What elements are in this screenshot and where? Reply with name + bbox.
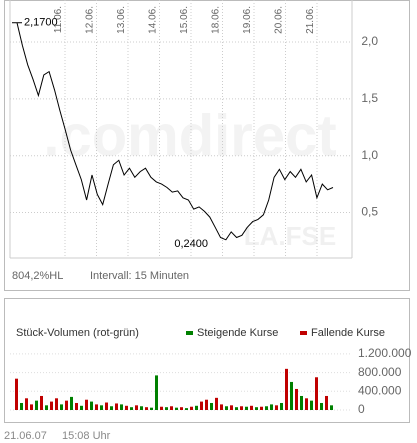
volume-bar	[175, 407, 178, 410]
x-tick-label: 12.06.	[85, 6, 96, 34]
x-tick-label: 18.06.	[211, 6, 222, 34]
volume-bar	[135, 405, 138, 410]
x-tick-label: 20.06.	[274, 6, 285, 34]
volume-bar	[325, 395, 328, 410]
volume-bar	[215, 397, 218, 410]
annotation: 0,2400	[174, 238, 208, 250]
volume-bar	[40, 395, 43, 410]
volume-bar	[320, 402, 323, 410]
volume-bar	[55, 398, 58, 410]
volume-bar	[285, 368, 288, 410]
y-tick-label: 0,5	[361, 205, 378, 219]
volume-bar	[115, 403, 118, 410]
volume-bar	[65, 400, 68, 410]
volume-bar	[195, 405, 198, 410]
volume-bar	[235, 407, 238, 410]
volume-bar	[110, 406, 113, 410]
volume-bar	[260, 406, 263, 410]
volume-bar	[310, 400, 313, 410]
volume-title: Stück-Volumen (rot-grün)	[16, 327, 139, 339]
volume-bar	[330, 405, 333, 410]
volume-bar	[300, 395, 303, 410]
volume-bar	[185, 408, 188, 410]
volume-bar	[90, 401, 93, 410]
volume-bar	[305, 398, 308, 410]
watermark: .comdirect	[43, 103, 336, 168]
y-tick-label: 1,0	[361, 148, 378, 162]
annotation: 2,1700	[24, 17, 58, 29]
volume-bar	[80, 405, 83, 410]
volume-bar	[130, 407, 133, 410]
legend-swatch	[186, 331, 193, 335]
volume-bar	[15, 378, 18, 410]
volume-bar	[315, 377, 318, 410]
volume-bar	[145, 407, 148, 410]
volume-panel	[4, 298, 410, 423]
x-tick-label: 13.06.	[116, 6, 127, 34]
y-tick-label: 400.000	[358, 383, 402, 397]
volume-bar	[280, 402, 283, 410]
volume-bar	[150, 407, 153, 410]
volume-bar	[75, 402, 78, 410]
volume-bar	[245, 406, 248, 410]
volume-bar	[105, 402, 108, 410]
legend-label: Steigende Kurse	[197, 327, 278, 339]
volume-bar	[230, 405, 233, 410]
volume-bar	[240, 406, 243, 410]
x-tick-label: 11.06.	[53, 6, 64, 33]
volume-bar	[155, 375, 158, 410]
volume-bar	[95, 404, 98, 410]
volume-bar	[25, 398, 28, 410]
volume-bar	[295, 388, 298, 410]
volume-bar	[210, 402, 213, 410]
volume-bar	[70, 396, 73, 410]
volume-bar	[160, 406, 163, 410]
footer-right: Intervall: 15 Minuten	[90, 270, 189, 282]
footer-left: 804,2%HL	[12, 270, 63, 282]
watermark: LA.FSE	[244, 221, 336, 251]
volume-bar	[225, 406, 228, 410]
volume-bar	[20, 402, 23, 410]
volume-bar	[125, 405, 128, 410]
volume-bar	[60, 404, 63, 410]
volume-bar	[255, 407, 258, 410]
price-line	[16, 22, 334, 241]
x-tick-label: 14.06.	[148, 6, 159, 34]
volume-bar	[275, 405, 278, 410]
volume-bar	[265, 406, 268, 410]
volume-bar	[120, 404, 123, 410]
y-tick-label: 2,0	[361, 34, 378, 48]
volume-bar	[50, 401, 53, 410]
volume-bar	[170, 406, 173, 410]
footer-date: 21.06.07	[4, 430, 47, 442]
volume-bar	[270, 404, 273, 410]
volume-bar	[140, 406, 143, 410]
volume-bar	[190, 406, 193, 410]
price-panel	[4, 0, 410, 291]
footer-time: 15:08 Uhr	[62, 430, 111, 442]
volume-bar	[200, 401, 203, 410]
volume-bar	[165, 407, 168, 410]
legend-label: Fallende Kurse	[311, 327, 385, 339]
y-tick-label: 0	[358, 402, 365, 416]
volume-bar	[85, 399, 88, 410]
x-tick-label: 15.06.	[179, 6, 190, 34]
volume-bar	[45, 405, 48, 410]
y-tick-label: 800.000	[358, 365, 402, 379]
x-tick-label: 19.06.	[242, 6, 253, 34]
volume-bar	[205, 399, 208, 410]
volume-bar	[290, 381, 293, 410]
volume-bar	[250, 405, 253, 410]
legend-swatch	[300, 331, 307, 335]
volume-bar	[100, 405, 103, 410]
x-tick-label: 21.06.	[305, 6, 316, 34]
y-tick-label: 1,5	[361, 91, 378, 105]
volume-bar	[220, 404, 223, 410]
volume-bar	[180, 407, 183, 410]
volume-bar	[30, 404, 33, 410]
y-tick-label: 1.200.000	[358, 346, 412, 360]
volume-bar	[35, 400, 38, 410]
